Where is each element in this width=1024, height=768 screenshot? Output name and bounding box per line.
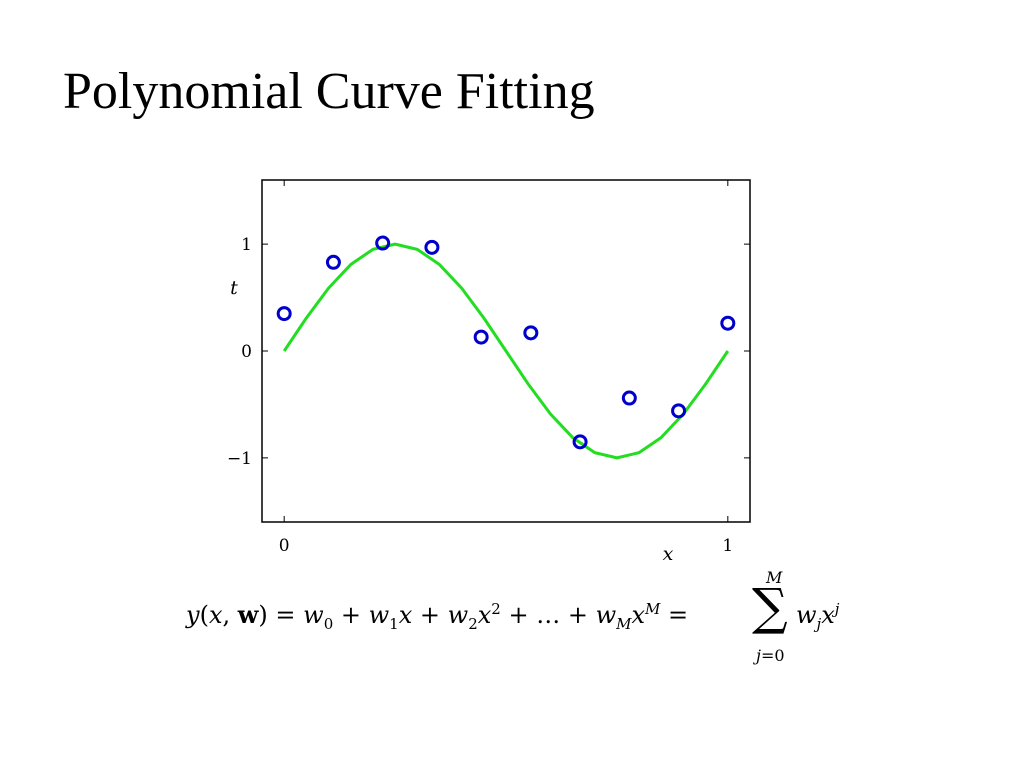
data-point [621,390,637,406]
data-point [375,235,391,251]
formula-main: y(x, w) = w0 + w1x + w2x2 + … + wMxM = [186,600,689,633]
points-layer [276,235,736,450]
polynomial-formula: y(x, w) = w0 + w1x + w2x2 + … + wMxM = M… [186,566,886,676]
data-point [473,329,489,345]
data-point [572,434,588,450]
fit-curve [282,242,730,460]
curve-layer [282,242,730,460]
sum-symbol: ∑ [752,578,788,636]
formula-tail: wjxj [796,600,840,633]
data-point [276,306,292,322]
data-point [671,403,687,419]
axis-ticks [262,180,750,522]
tick-labels: 0 1 −1 0 1 [227,235,733,556]
x-tick-label: 1 [722,536,733,556]
data-point [424,239,440,255]
y-tick-label: 0 [241,342,252,362]
data-point [325,254,341,270]
chart: 0 1 −1 0 1 x t [227,179,751,565]
y-tick-label: 1 [241,235,252,255]
data-point [720,315,736,331]
data-point [523,325,539,341]
sum-upper-limit: M [766,568,783,587]
sum-lower-limit: j=0 [756,646,785,665]
y-axis-label: t [230,277,238,299]
y-tick-label: −1 [227,449,252,469]
x-axis-label: x [663,543,674,565]
x-tick-label: 0 [279,536,290,556]
slide-title: Polynomial Curve Fitting [63,63,595,120]
